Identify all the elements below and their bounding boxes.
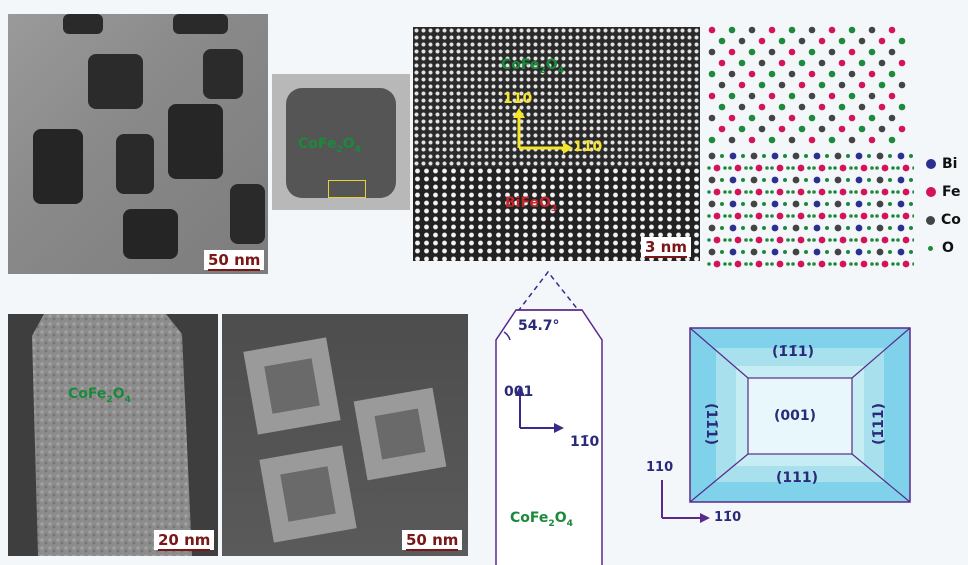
cross-section-image: CoFe2O4 20 nm	[8, 314, 218, 556]
axis-vertical-label: 001	[504, 384, 534, 400]
hrtem-image: CoFe2O4 BiFeO3 110 11̄0 3 nm	[413, 27, 700, 261]
scale-bar: 20 nm	[154, 530, 215, 551]
facet-right-label: (1̄11)	[871, 402, 888, 446]
bi-dot-icon	[926, 159, 936, 169]
facet-top-label: (1̄1̄1)	[772, 344, 815, 360]
bifeo3-label: BiFeO3	[505, 195, 558, 214]
angle-label: 54.7°	[518, 318, 560, 334]
sem-image: 50 nm	[222, 314, 468, 556]
axis-vertical-label: 110	[646, 460, 674, 475]
axis-horizontal-label: 11̄0	[570, 434, 600, 450]
scale-bar: 50 nm	[402, 530, 463, 551]
nanopillar-array	[33, 14, 265, 259]
tem-overview-image: 50 nm	[8, 14, 268, 274]
scale-bar: 3 nm	[641, 237, 691, 258]
legend-item-co: Co	[926, 212, 961, 228]
axis-horizontal-label: 11̄0	[573, 139, 603, 155]
pillar-label: CoFe2O4	[510, 510, 573, 529]
facet-bottom-label: (111)	[776, 470, 819, 486]
tem-single-pillar-image: CoFe2O4	[272, 74, 410, 210]
co-dot-icon	[926, 215, 935, 225]
side-outline	[495, 270, 603, 565]
legend-item-bi: Bi	[926, 156, 957, 172]
atomic-model	[704, 24, 914, 270]
fe-dot-icon	[926, 187, 936, 197]
pyramids	[243, 337, 447, 543]
atom-lattice	[707, 26, 914, 268]
pillar-label: CoFe2O4	[68, 386, 131, 405]
legend-item-fe: Fe	[926, 184, 961, 200]
axis-horizontal-label: 11̄0	[714, 510, 742, 525]
facet-center-label: (001)	[774, 408, 817, 424]
cofe2o4-label: CoFe2O4	[501, 57, 564, 76]
selection-box	[328, 180, 366, 198]
o-dot-icon	[928, 245, 933, 251]
facet-left-label: (11̄1)	[703, 402, 720, 446]
pillar-cross-section	[32, 314, 192, 556]
pyramid-top-outline	[661, 327, 911, 523]
legend-item-o: O	[926, 240, 954, 256]
crystal-axes	[513, 108, 573, 154]
schematic-top-view: (1̄1̄1) (11̄1) (001) (1̄11) (111) 110 11…	[640, 320, 940, 540]
axis-vertical-label: 110	[503, 91, 533, 107]
pillar-label: CoFe2O4	[298, 136, 361, 155]
scale-bar: 50 nm	[204, 250, 265, 271]
schematic-side-view: 54.7° 001 11̄0 CoFe2O4	[490, 268, 620, 565]
pillar-shape	[286, 88, 396, 198]
